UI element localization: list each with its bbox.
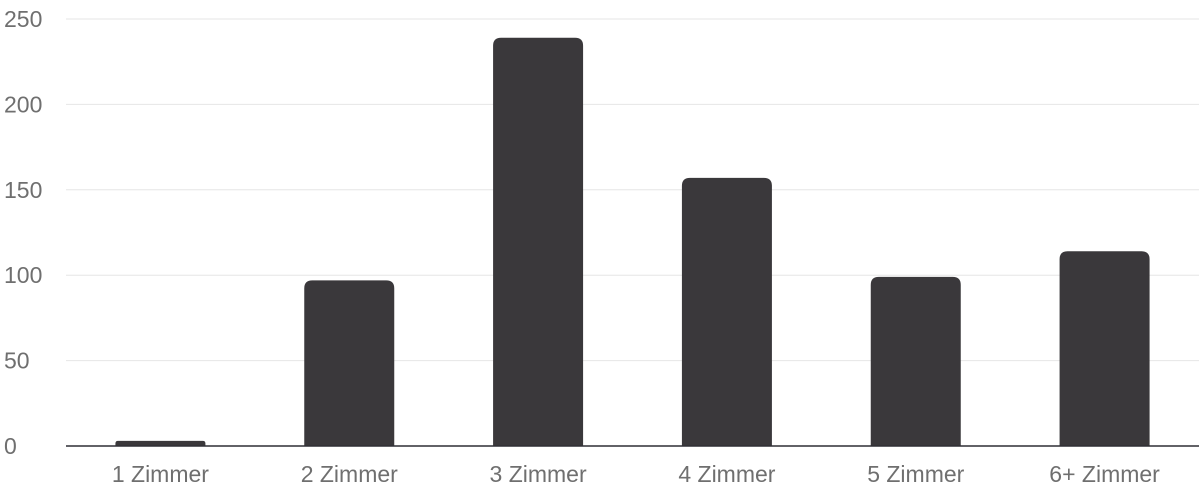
bars: [115, 37, 1150, 447]
y-tick-label: 100: [4, 262, 42, 288]
x-tick-label: 4 Zimmer: [678, 461, 775, 487]
y-tick-label: 250: [4, 6, 42, 32]
bar: [115, 440, 206, 446]
y-tick-label: 200: [4, 91, 42, 117]
x-axis-labels: 1 Zimmer 2 Zimmer 3 Zimmer 4 Zimmer 5 Zimmer…: [112, 461, 1160, 487]
y-axis-ticks: 0 50 100 150 200 250: [4, 6, 42, 459]
y-tick-label: 50: [4, 348, 30, 374]
x-tick-label: 5 Zimmer: [867, 461, 964, 487]
y-tick-label: 150: [4, 177, 42, 203]
x-tick-label: 3 Zimmer: [490, 461, 587, 487]
x-tick-label: 6+ Zimmer: [1049, 461, 1160, 487]
bar: [493, 37, 584, 447]
y-tick-label: 0: [4, 433, 17, 459]
x-tick-label: 2 Zimmer: [301, 461, 398, 487]
grid-layer: [66, 18, 1199, 362]
bar: [1059, 251, 1150, 446]
bar: [870, 276, 961, 446]
x-tick-label: 1 Zimmer: [112, 461, 209, 487]
bar: [681, 177, 772, 446]
bar: [304, 280, 395, 446]
